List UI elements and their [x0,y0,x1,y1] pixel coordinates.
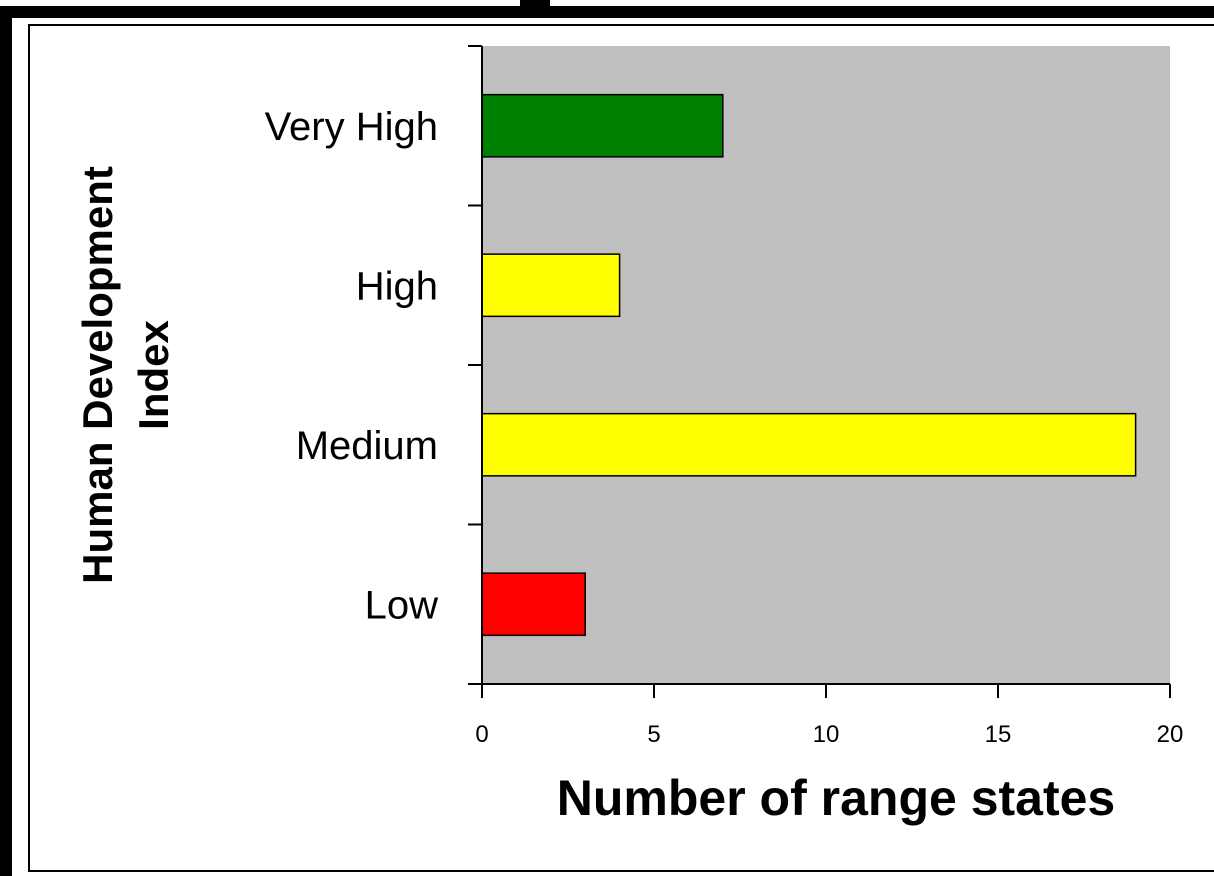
category-label: High [356,264,438,308]
category-label: Medium [296,424,438,468]
x-tick-label: 10 [813,721,840,748]
category-labels: Very High High Medium Low [265,105,439,628]
category-label: Low [365,583,438,627]
x-tick-label: 5 [647,721,660,748]
bar-medium [481,412,1137,477]
bar-very-high [481,93,724,158]
outer-frame [0,6,1214,876]
x-ticks [481,684,1171,698]
y-axis-title-line2: Index [130,320,177,430]
category-label: Very High [265,105,438,149]
bars [481,93,1137,637]
y-ticks [468,45,482,685]
title-fragment [520,0,550,6]
x-tick-labels: 0 5 10 15 20 [475,721,1183,748]
x-tick-label: 15 [985,721,1012,748]
x-tick-label: 20 [1157,721,1184,748]
bar-high [481,253,621,318]
x-axis-title: Number of range states [557,770,1115,826]
y-axis-title-line1: Human Development [74,166,121,584]
x-tick-label: 0 [475,721,488,748]
bar-low [481,572,586,637]
